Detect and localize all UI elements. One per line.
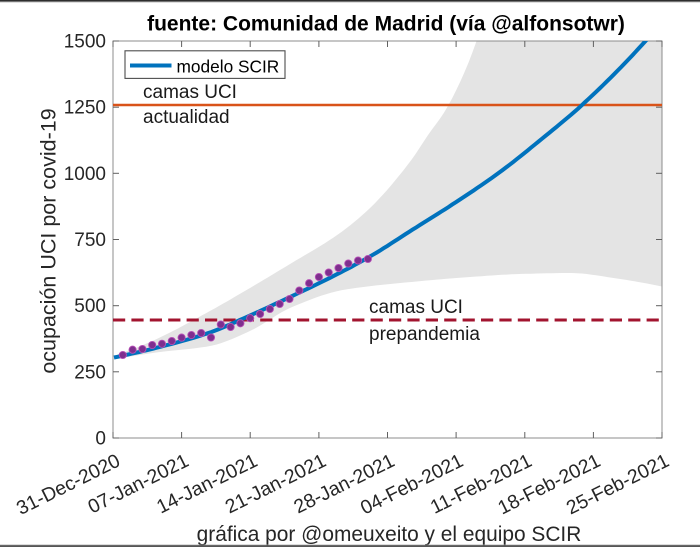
svg-text:modelo SCIR: modelo SCIR xyxy=(177,56,280,76)
svg-text:actualidad: actualidad xyxy=(143,107,230,128)
svg-text:250: 250 xyxy=(74,362,106,383)
svg-text:camas UCI: camas UCI xyxy=(369,297,463,318)
svg-text:fuente: Comunidad de Madrid (v: fuente: Comunidad de Madrid (vía @alfons… xyxy=(147,13,625,36)
svg-text:prepandemia: prepandemia xyxy=(369,324,480,345)
svg-text:1000: 1000 xyxy=(64,164,106,185)
svg-text:gráfica por @omeuxeito y el eq: gráfica por @omeuxeito y el equipo SCIR xyxy=(197,523,582,546)
svg-text:0: 0 xyxy=(95,429,106,450)
svg-text:1500: 1500 xyxy=(64,32,106,53)
svg-text:1250: 1250 xyxy=(64,98,106,119)
svg-text:camas UCI: camas UCI xyxy=(143,82,237,103)
svg-text:500: 500 xyxy=(74,296,106,317)
svg-text:ocupación UCI por covid-19: ocupación UCI por covid-19 xyxy=(37,108,61,373)
svg-text:750: 750 xyxy=(74,230,106,251)
